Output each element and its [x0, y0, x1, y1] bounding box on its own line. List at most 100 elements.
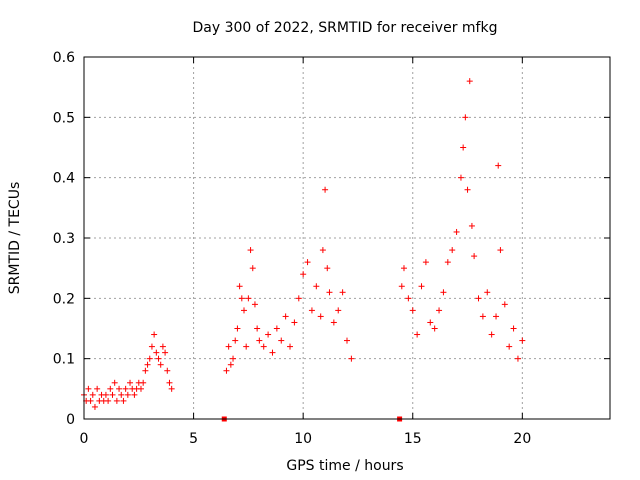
data-point: [464, 186, 471, 193]
data-point: [107, 385, 114, 392]
data-point: [155, 355, 162, 362]
data-point: [300, 271, 307, 278]
data-point: [444, 259, 451, 266]
data-point: [105, 397, 112, 404]
data-point: [330, 319, 337, 326]
data-point: [344, 337, 350, 344]
y-tick-label: 0.3: [53, 231, 75, 247]
data-point: [335, 307, 342, 314]
data-point: [116, 385, 123, 392]
y-tick-label: 0.2: [53, 291, 75, 307]
data-point: [471, 253, 478, 260]
data-point: [317, 313, 324, 320]
data-point: [142, 367, 149, 374]
data-point: [475, 295, 482, 302]
data-point: [453, 228, 460, 235]
data-point: [514, 355, 521, 362]
data-point: [122, 385, 129, 392]
x-tick-label: 10: [294, 431, 312, 447]
data-point: [243, 343, 250, 350]
data-point: [238, 295, 245, 302]
data-point: [436, 307, 443, 314]
data-point: [282, 313, 289, 320]
data-point: [409, 307, 416, 314]
tick-labels: 0 0.1 0.2 0.3 0.4 0.5 0.6 0 5 10 15 20: [53, 50, 532, 447]
data-point: [431, 325, 438, 332]
data-point: [495, 162, 502, 169]
x-tick-label: 5: [189, 431, 198, 447]
data-point: [269, 349, 276, 356]
data-point: [427, 319, 434, 326]
data-point: [319, 247, 326, 254]
data-point: [484, 289, 491, 296]
data-point: [493, 313, 500, 320]
data-point: [466, 78, 473, 85]
data-point: [131, 391, 138, 398]
data-point: [127, 379, 134, 386]
data-point: [94, 385, 101, 392]
data-point: [146, 355, 153, 362]
data-point: [278, 337, 285, 344]
data-point: [519, 337, 526, 344]
axis-ticks: [83, 56, 610, 420]
data-point: [254, 325, 261, 332]
data-point: [153, 349, 160, 356]
data-point: [137, 385, 144, 392]
data-point: [223, 367, 230, 374]
data-point: [414, 331, 421, 338]
data-point: [468, 222, 475, 229]
data-point: [124, 391, 131, 398]
data-point: [291, 319, 298, 326]
x-tick-label: 15: [404, 431, 422, 447]
data-point: [488, 331, 495, 338]
data-point: [339, 289, 346, 296]
x-tick-label: 20: [513, 431, 531, 447]
data-point: [460, 144, 467, 151]
y-tick-label: 0.4: [53, 171, 75, 187]
data-point: [422, 259, 429, 266]
y-tick-label: 0.1: [53, 352, 75, 368]
data-point: [164, 367, 171, 374]
data-marks: [81, 78, 526, 422]
data-point: [322, 186, 329, 193]
data-point: [159, 343, 166, 350]
data-point: [247, 247, 254, 254]
data-point: [144, 361, 151, 368]
data-point: [230, 355, 237, 362]
grid-lines: [84, 57, 610, 419]
data-point: [232, 337, 239, 344]
y-tick-label: 0.5: [53, 110, 75, 126]
data-point: [449, 247, 456, 254]
chart-title: Day 300 of 2022, SRMTID for receiver mfk…: [193, 20, 498, 36]
data-point: [118, 391, 125, 398]
y-tick-label: 0: [66, 412, 75, 428]
data-point: [113, 397, 120, 404]
y-axis-label: SRMTID / TECUs: [7, 182, 23, 295]
data-point: [497, 247, 504, 254]
data-point: [240, 307, 247, 314]
data-point: [326, 289, 333, 296]
data-point: [400, 265, 407, 272]
data-point: [324, 265, 331, 272]
data-point: [249, 265, 256, 272]
data-point: [457, 174, 464, 181]
data-point: [348, 355, 355, 362]
data-point: [501, 301, 508, 308]
data-point: [265, 331, 272, 338]
data-point: [251, 301, 258, 308]
data-point: [405, 295, 412, 302]
data-point: [157, 361, 164, 368]
data-point: [148, 343, 155, 350]
x-axis-label: GPS time / hours: [286, 458, 403, 474]
data-point: [236, 283, 243, 290]
y-tick-label: 0.6: [53, 50, 75, 66]
data-point: [287, 343, 294, 350]
data-point: [120, 397, 127, 404]
data-point: [151, 331, 158, 338]
data-point: [227, 361, 234, 368]
data-point: [295, 295, 302, 302]
data-point: [506, 343, 513, 350]
data-point: [260, 343, 267, 350]
data-point: [102, 391, 109, 398]
